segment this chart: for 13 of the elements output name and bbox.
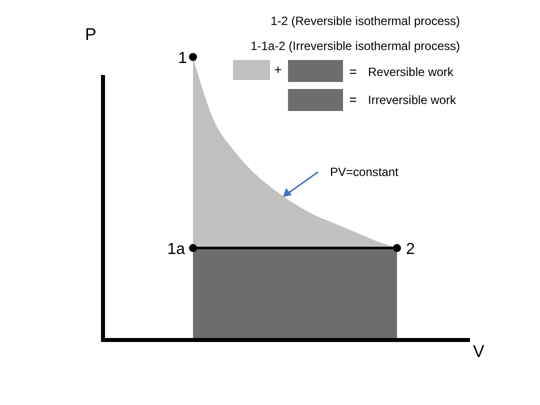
- text: 1: [178, 50, 188, 67]
- text: 2: [406, 241, 415, 258]
- text: 1-2 (Reversible isothermal process): [270, 14, 460, 28]
- annotation: =: [349, 92, 357, 107]
- x-axis-title: V: [473, 342, 485, 361]
- annotation: Irreversible work: [368, 93, 458, 107]
- annotation: +: [274, 62, 282, 77]
- text: 1-1a-2 (Irreversible isothermal process): [250, 39, 460, 53]
- text: 1a: [167, 241, 186, 258]
- text: P: [85, 25, 96, 44]
- annotation: =: [349, 64, 357, 79]
- annotation: PV=constant: [330, 165, 400, 179]
- annotation: Reversible work: [368, 65, 454, 79]
